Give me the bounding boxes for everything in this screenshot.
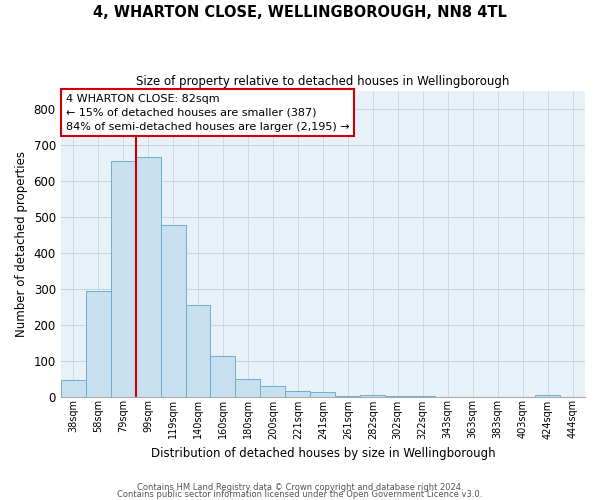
Y-axis label: Number of detached properties: Number of detached properties: [15, 150, 28, 336]
Bar: [161, 225, 185, 396]
Bar: [136, 157, 161, 396]
Bar: [535, 394, 560, 396]
Text: 4, WHARTON CLOSE, WELLINGBOROUGH, NN8 4TL: 4, WHARTON CLOSE, WELLINGBOROUGH, NN8 4T…: [93, 5, 507, 20]
Bar: [211, 356, 235, 397]
Text: Contains public sector information licensed under the Open Government Licence v3: Contains public sector information licen…: [118, 490, 482, 499]
Bar: [360, 394, 385, 396]
Bar: [235, 379, 260, 396]
Text: 4 WHARTON CLOSE: 82sqm
← 15% of detached houses are smaller (387)
84% of semi-de: 4 WHARTON CLOSE: 82sqm ← 15% of detached…: [66, 94, 350, 132]
Bar: [86, 291, 110, 397]
Title: Size of property relative to detached houses in Wellingborough: Size of property relative to detached ho…: [136, 75, 509, 88]
Bar: [110, 161, 136, 396]
Bar: [185, 306, 211, 396]
Bar: [260, 386, 286, 396]
Bar: [61, 380, 86, 396]
Bar: [286, 391, 310, 396]
Text: Contains HM Land Registry data © Crown copyright and database right 2024.: Contains HM Land Registry data © Crown c…: [137, 484, 463, 492]
X-axis label: Distribution of detached houses by size in Wellingborough: Distribution of detached houses by size …: [151, 447, 495, 460]
Bar: [310, 392, 335, 396]
